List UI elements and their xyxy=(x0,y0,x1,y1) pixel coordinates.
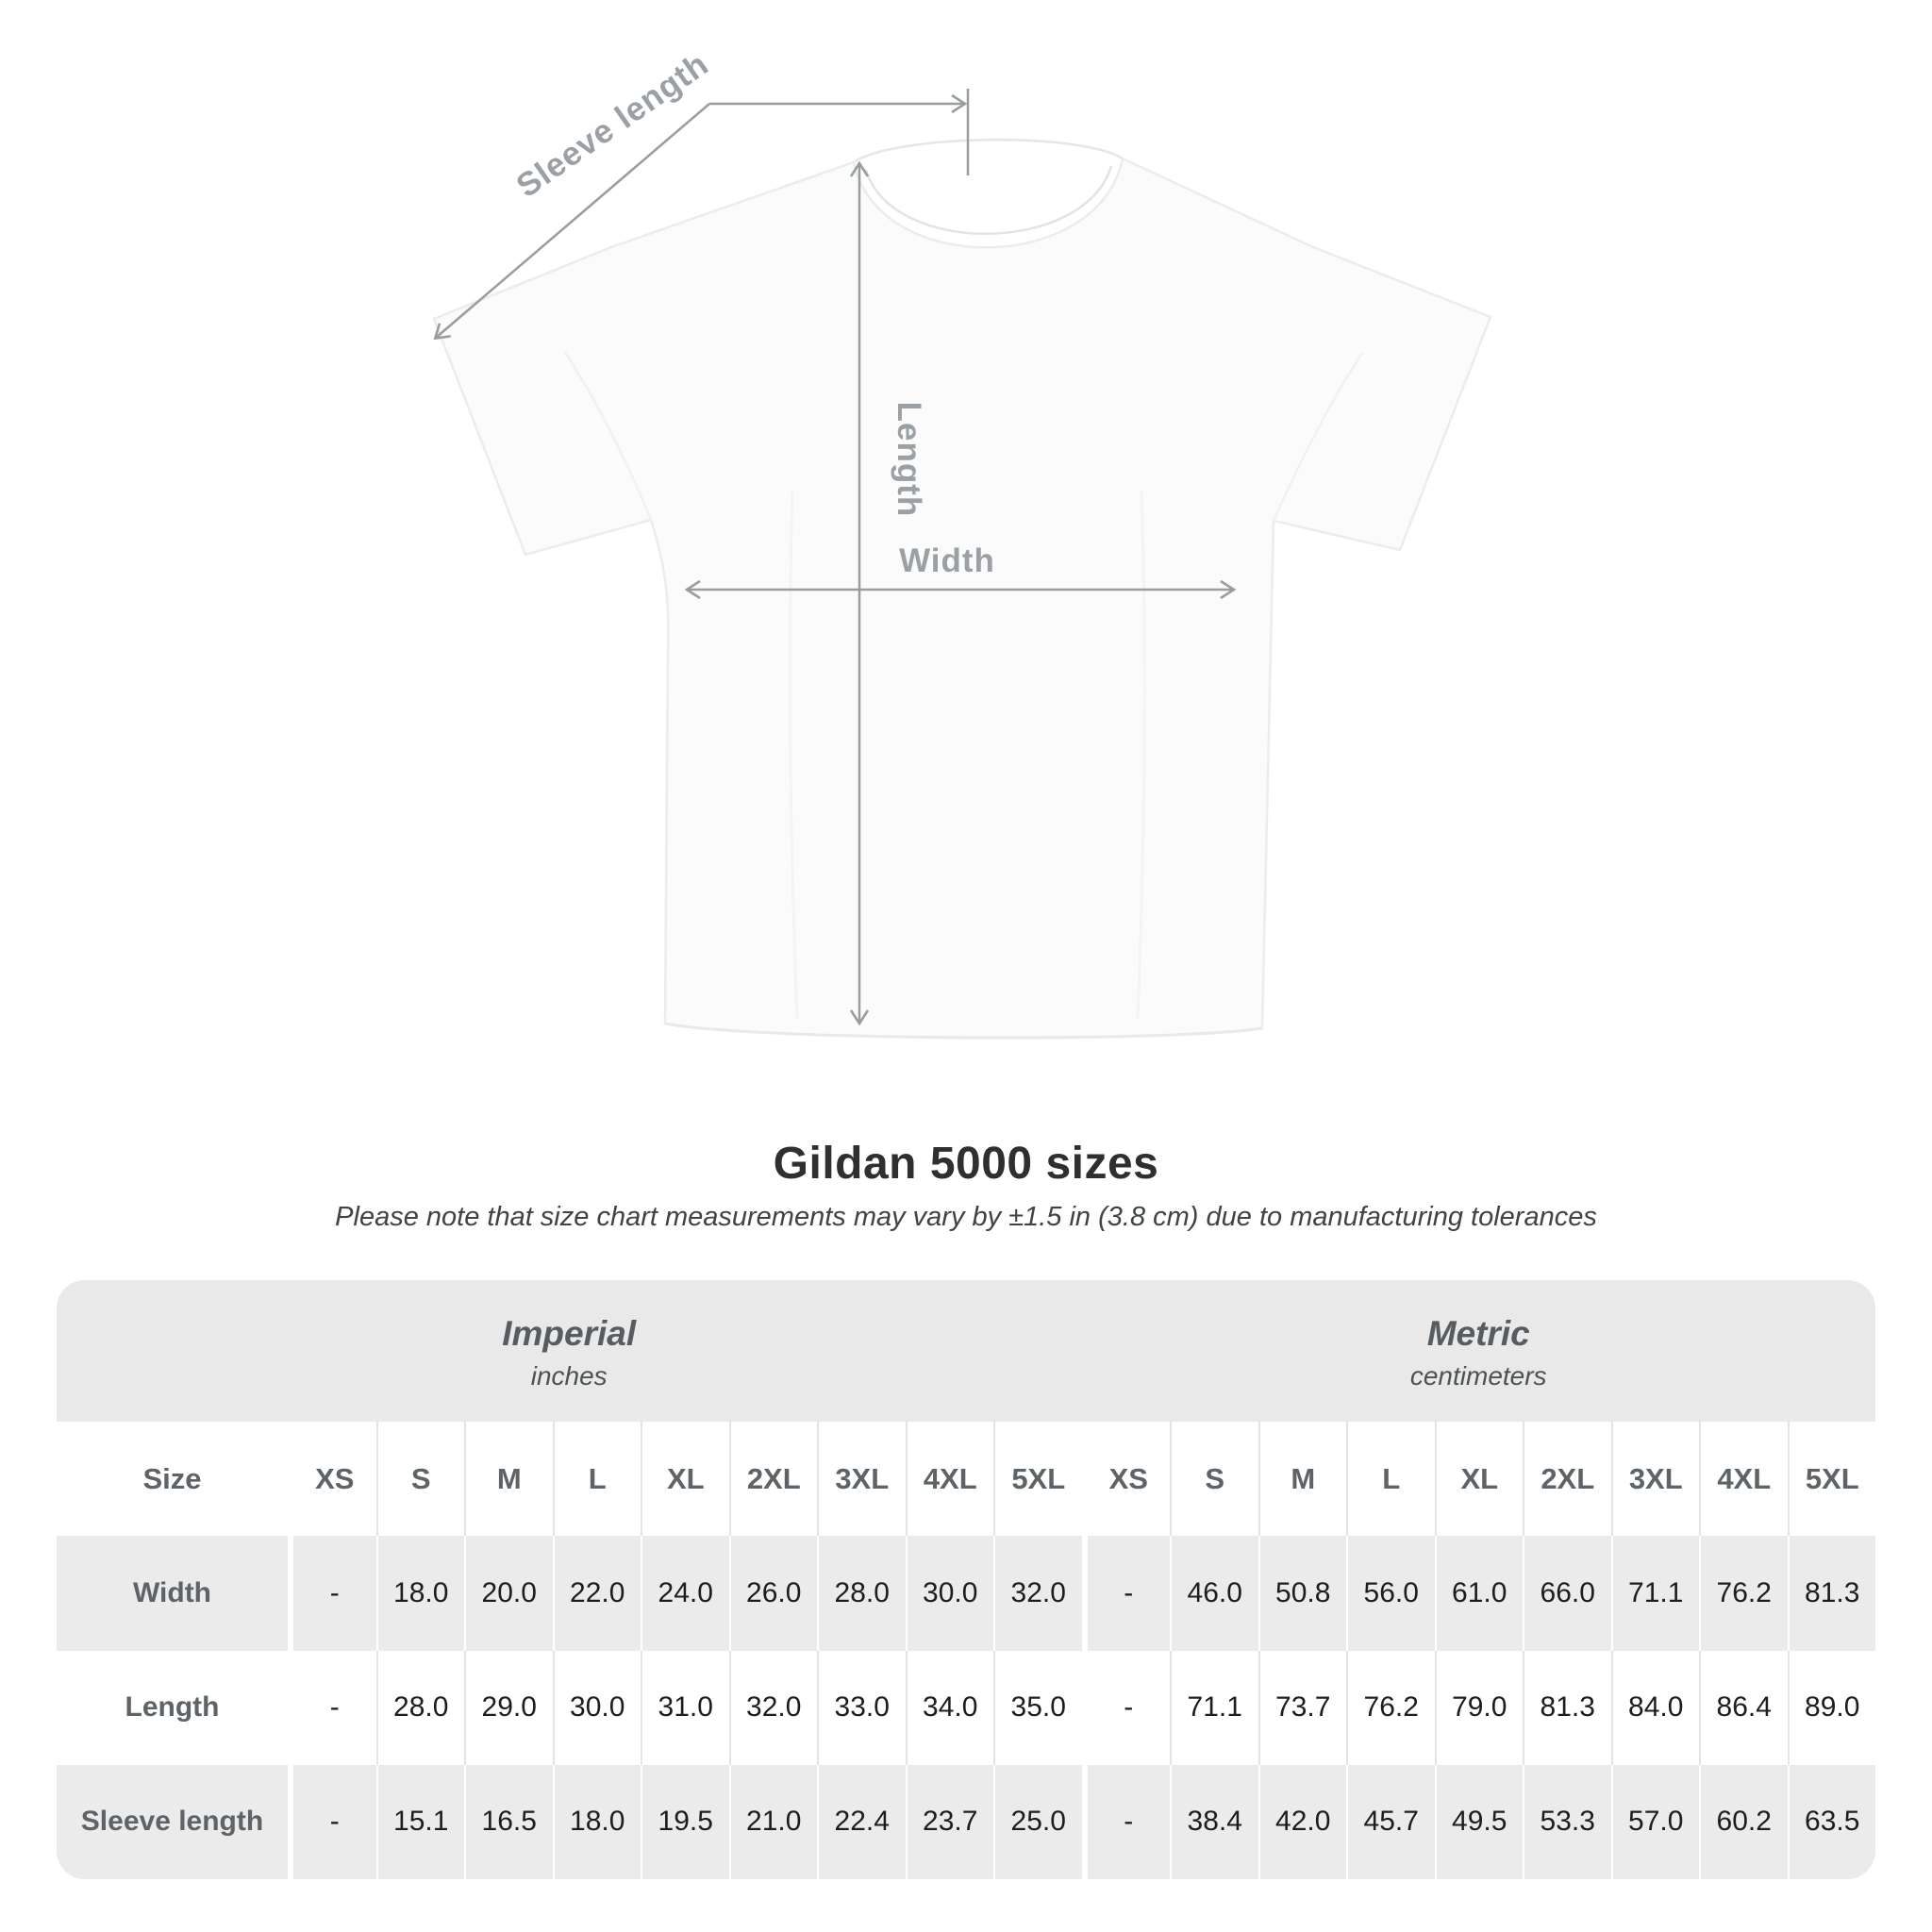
table-row-sleeve-length: Sleeve length -15.1 16.5 18.0 19.5 21.0 22.4 23… xyxy=(57,1764,1876,1879)
value-imperial-4xl: 30.0 xyxy=(905,1536,994,1651)
row-label: Length xyxy=(125,1691,220,1724)
size-col-imp-l: L xyxy=(552,1422,641,1537)
value-imperial-3xl: 22.4 xyxy=(817,1764,906,1879)
size-table: Imperial inches Metric centimeters Size … xyxy=(57,1280,1875,1879)
value-imperial-xs: - xyxy=(288,1536,376,1651)
value-metric-xs: - xyxy=(1081,1764,1171,1879)
value-imperial-s: 18.0 xyxy=(375,1536,465,1651)
value-imperial-2xl: 32.0 xyxy=(728,1650,818,1765)
imperial-sublabel: inches xyxy=(530,1361,608,1391)
imperial-label: Imperial xyxy=(502,1314,637,1353)
size-col-met-s: S xyxy=(1170,1422,1258,1537)
unit-band: Imperial inches Metric centimeters xyxy=(57,1280,1875,1422)
size-col-met-3xl: 3XL xyxy=(1610,1422,1700,1537)
row-label: Width xyxy=(132,1576,212,1608)
value-metric-s: 46.0 xyxy=(1170,1536,1258,1651)
width-label: Width xyxy=(899,542,995,579)
value-metric-m: 73.7 xyxy=(1257,1650,1347,1765)
value-metric-s: 71.1 xyxy=(1170,1650,1258,1765)
value-metric-xl: 79.0 xyxy=(1434,1650,1524,1765)
value-imperial-m: 29.0 xyxy=(464,1650,553,1765)
value-imperial-4xl: 34.0 xyxy=(905,1650,994,1765)
value-imperial-2xl: 21.0 xyxy=(728,1764,818,1879)
value-metric-5xl: 81.3 xyxy=(1787,1536,1876,1651)
value-metric-l: 76.2 xyxy=(1346,1650,1435,1765)
value-metric-4xl: 86.4 xyxy=(1699,1650,1788,1765)
value-metric-m: 50.8 xyxy=(1257,1536,1347,1651)
value-metric-4xl: 60.2 xyxy=(1699,1764,1788,1879)
length-label: Length xyxy=(891,402,927,518)
value-metric-2xl: 66.0 xyxy=(1523,1536,1611,1651)
value-imperial-m: 16.5 xyxy=(464,1764,553,1879)
value-imperial-xl: 19.5 xyxy=(641,1764,729,1879)
value-metric-5xl: 63.5 xyxy=(1787,1764,1876,1879)
measurement-lines xyxy=(433,89,1237,1026)
value-metric-l: 45.7 xyxy=(1346,1764,1435,1879)
size-col-met-m: M xyxy=(1257,1422,1347,1537)
size-col-imp-4xl: 4XL xyxy=(905,1422,994,1537)
size-col-met-xs: XS xyxy=(1081,1422,1171,1537)
value-metric-s: 38.4 xyxy=(1170,1764,1258,1879)
table-row-length: Length -28.0 29.0 30.0 31.0 32.0 33.0 34.0 35.0-… xyxy=(57,1650,1876,1765)
size-col-met-xl: XL xyxy=(1434,1422,1524,1537)
size-header-cell: Size xyxy=(142,1461,202,1495)
size-col-met-5xl: 5XL xyxy=(1787,1422,1876,1537)
value-imperial-s: 28.0 xyxy=(375,1650,465,1765)
value-metric-3xl: 57.0 xyxy=(1610,1764,1700,1879)
value-imperial-3xl: 28.0 xyxy=(817,1536,906,1651)
value-metric-m: 42.0 xyxy=(1257,1764,1347,1879)
value-imperial-xl: 31.0 xyxy=(641,1650,729,1765)
size-table-body: Width -18.0 20.0 22.0 24.0 26.0 28.0 30.0 32.0-4… xyxy=(57,1536,1875,1879)
size-header-row: Size XS S M L XL 2XL 3XL 4XL 5XL XS S M L XL 2XL 3XL 4XL… xyxy=(57,1422,1876,1537)
value-metric-2xl: 81.3 xyxy=(1523,1650,1611,1765)
metric-sublabel: centimeters xyxy=(1409,1361,1547,1391)
value-imperial-xl: 24.0 xyxy=(641,1536,729,1651)
size-col-imp-xl: XL xyxy=(641,1422,729,1537)
size-col-imp-3xl: 3XL xyxy=(817,1422,906,1537)
size-col-imp-xs: XS xyxy=(288,1422,376,1537)
value-imperial-3xl: 33.0 xyxy=(817,1650,906,1765)
value-metric-3xl: 84.0 xyxy=(1610,1650,1700,1765)
unit-group-metric: Metric centimeters xyxy=(1081,1280,1875,1422)
tshirt-illustration xyxy=(432,139,1492,1040)
table-row-width: Width -18.0 20.0 22.0 24.0 26.0 28.0 30.0 32.0-4… xyxy=(57,1536,1876,1651)
value-imperial-xs: - xyxy=(288,1650,376,1765)
metric-label: Metric xyxy=(1426,1314,1530,1353)
size-col-imp-m: M xyxy=(464,1422,553,1537)
size-col-met-l: L xyxy=(1346,1422,1435,1537)
value-imperial-4xl: 23.7 xyxy=(905,1764,994,1879)
value-metric-l: 56.0 xyxy=(1346,1536,1435,1651)
size-col-imp-2xl: 2XL xyxy=(728,1422,818,1537)
size-col-imp-5xl: 5XL xyxy=(993,1422,1082,1537)
unit-group-imperial: Imperial inches xyxy=(57,1280,1081,1422)
value-imperial-xs: - xyxy=(288,1764,376,1879)
value-imperial-5xl: 25.0 xyxy=(993,1764,1082,1879)
page-title: Gildan 5000 sizes xyxy=(773,1139,1159,1189)
value-imperial-l: 22.0 xyxy=(552,1536,641,1651)
value-metric-xs: - xyxy=(1081,1536,1171,1651)
value-imperial-s: 15.1 xyxy=(375,1764,465,1879)
value-imperial-m: 20.0 xyxy=(464,1536,553,1651)
value-metric-xl: 61.0 xyxy=(1434,1536,1524,1651)
value-metric-3xl: 71.1 xyxy=(1610,1536,1700,1651)
tshirt-measurement-diagram: Sleeve length Length Width xyxy=(432,45,1492,1040)
value-imperial-2xl: 26.0 xyxy=(728,1536,818,1651)
value-metric-xs: - xyxy=(1081,1650,1171,1765)
value-metric-5xl: 89.0 xyxy=(1787,1650,1876,1765)
size-col-imp-s: S xyxy=(375,1422,465,1537)
size-col-met-4xl: 4XL xyxy=(1699,1422,1788,1537)
sleeve-arrow-diagonal xyxy=(433,103,710,341)
value-imperial-l: 30.0 xyxy=(552,1650,641,1765)
value-metric-4xl: 76.2 xyxy=(1699,1536,1788,1651)
value-metric-xl: 49.5 xyxy=(1434,1764,1524,1879)
size-col-met-2xl: 2XL xyxy=(1523,1422,1611,1537)
value-imperial-5xl: 35.0 xyxy=(993,1650,1082,1765)
value-imperial-l: 18.0 xyxy=(552,1764,641,1879)
value-metric-2xl: 53.3 xyxy=(1523,1764,1611,1879)
page-subtitle: Please note that size chart measurements… xyxy=(335,1202,1597,1232)
value-imperial-5xl: 32.0 xyxy=(993,1536,1082,1651)
row-label: Sleeve length xyxy=(80,1806,264,1838)
